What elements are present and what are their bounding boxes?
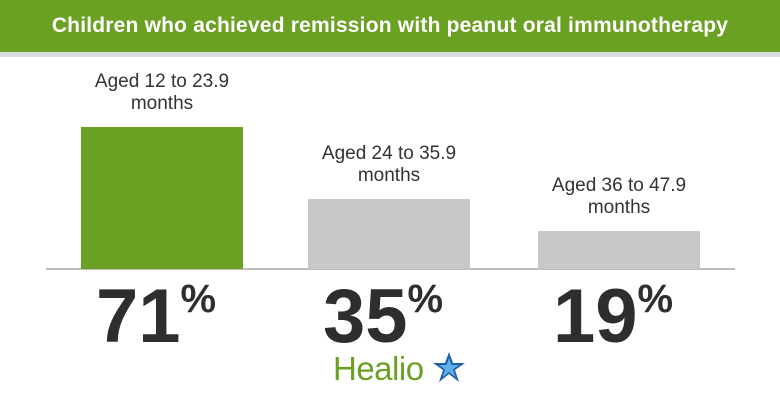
chart-title: Children who achieved remission with pea… bbox=[51, 14, 729, 37]
value-label-2: 35% bbox=[323, 274, 443, 347]
bar-1 bbox=[81, 127, 243, 269]
title-bar: Children who achieved remission with pea… bbox=[0, 0, 780, 57]
bar-2 bbox=[308, 199, 470, 269]
bar-3 bbox=[538, 231, 700, 269]
value-label-1: 71% bbox=[96, 274, 216, 347]
healio-logo: Healio bbox=[333, 350, 473, 398]
bar-chart: Aged 12 to 23.9 months 71% Aged 24 to 35.9 m… bbox=[46, 71, 735, 347]
brand-name: Healio bbox=[333, 350, 424, 387]
category-label-3: Aged 36 to 47.9 months bbox=[552, 175, 686, 218]
category-label-1: Aged 12 to 23.9 months bbox=[95, 71, 229, 114]
category-label-2: Aged 24 to 35.9 months bbox=[322, 143, 456, 186]
value-label-3: 19% bbox=[553, 274, 673, 347]
star-icon bbox=[433, 352, 465, 382]
